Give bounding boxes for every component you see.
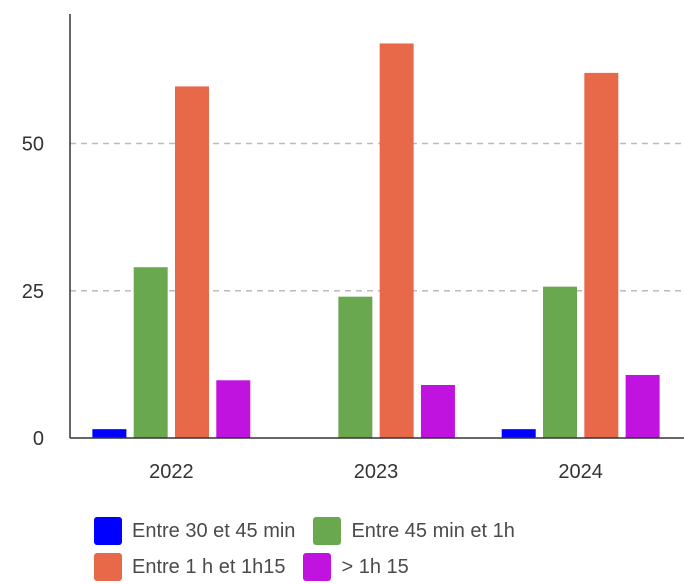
legend-swatch: [94, 517, 122, 545]
legend-item: Entre 45 min et 1h: [313, 517, 515, 545]
tick-labels: 0 25 50 2022 2023 2024: [22, 134, 603, 483]
bar-2022-series-4: [216, 380, 251, 438]
chart-legend: Entre 30 et 45 min Entre 45 min et 1h Entr…: [94, 517, 674, 581]
bar-2024-series-1: [501, 429, 536, 438]
y-tick-label: 50: [22, 134, 44, 156]
legend-label: Entre 30 et 45 min: [132, 519, 296, 542]
legend-swatch: [94, 553, 122, 581]
y-tick-label: 0: [33, 428, 44, 450]
legend-item: Entre 1 h et 1h15: [94, 553, 285, 581]
bar-2024-series-2: [543, 286, 578, 438]
y-tick-label: 25: [22, 281, 44, 303]
legend-item: > 1h 15: [303, 553, 409, 581]
x-tick-label: 2023: [354, 461, 399, 483]
bar-2024-series-3: [584, 72, 619, 438]
gridlines: [70, 142, 684, 292]
x-tick-label: 2024: [558, 461, 603, 483]
bar-2022-series-2: [133, 267, 168, 438]
bar-2022-series-1: [92, 429, 127, 438]
bar-chart: 0 25 50 2022 2023 2024: [22, 14, 684, 483]
legend-swatch: [313, 517, 342, 545]
legend-swatch: [303, 553, 332, 581]
bar-2024-series-4: [625, 374, 660, 438]
axes: [69, 14, 684, 439]
bar-2023-series-4: [420, 385, 455, 438]
legend-label: > 1h 15: [341, 555, 409, 578]
bar-2023-series-2: [338, 296, 373, 438]
bar-2022-series-3: [174, 86, 209, 438]
legend-item: Entre 30 et 45 min: [94, 517, 295, 545]
legend-label: Entre 45 min et 1h: [351, 519, 515, 542]
legend-label: Entre 1 h et 1h15: [132, 555, 286, 578]
bar-2023-series-3: [379, 43, 414, 438]
bars: [92, 43, 660, 438]
x-tick-label: 2022: [149, 461, 194, 483]
